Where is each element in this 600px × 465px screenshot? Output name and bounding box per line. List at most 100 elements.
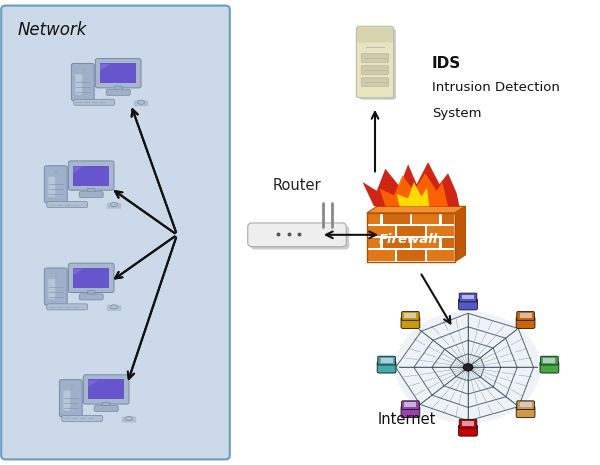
FancyBboxPatch shape <box>73 268 109 288</box>
FancyBboxPatch shape <box>361 78 389 86</box>
FancyBboxPatch shape <box>401 317 420 328</box>
FancyBboxPatch shape <box>520 313 532 318</box>
FancyBboxPatch shape <box>462 295 474 299</box>
FancyBboxPatch shape <box>517 312 535 320</box>
FancyBboxPatch shape <box>47 201 88 207</box>
Polygon shape <box>73 269 83 275</box>
FancyBboxPatch shape <box>88 379 124 399</box>
FancyBboxPatch shape <box>107 305 121 311</box>
Polygon shape <box>73 166 83 173</box>
Polygon shape <box>367 206 466 213</box>
FancyBboxPatch shape <box>517 401 535 410</box>
FancyBboxPatch shape <box>134 100 148 106</box>
Ellipse shape <box>125 416 133 420</box>
Text: Firewall: Firewall <box>379 233 439 246</box>
FancyBboxPatch shape <box>516 406 535 418</box>
FancyBboxPatch shape <box>377 362 396 373</box>
FancyBboxPatch shape <box>68 161 114 190</box>
FancyBboxPatch shape <box>357 27 393 42</box>
Ellipse shape <box>137 100 145 104</box>
FancyBboxPatch shape <box>361 66 389 74</box>
FancyBboxPatch shape <box>544 358 556 363</box>
FancyBboxPatch shape <box>83 375 129 404</box>
FancyBboxPatch shape <box>1 6 230 459</box>
FancyBboxPatch shape <box>251 226 349 250</box>
FancyBboxPatch shape <box>44 166 67 203</box>
FancyBboxPatch shape <box>73 166 109 186</box>
FancyBboxPatch shape <box>49 279 55 299</box>
FancyBboxPatch shape <box>401 312 419 320</box>
FancyBboxPatch shape <box>368 250 395 260</box>
Text: IDS: IDS <box>432 56 461 71</box>
Polygon shape <box>397 182 429 206</box>
FancyBboxPatch shape <box>368 238 380 248</box>
FancyBboxPatch shape <box>378 356 395 365</box>
FancyBboxPatch shape <box>442 238 454 248</box>
FancyBboxPatch shape <box>383 214 410 224</box>
FancyBboxPatch shape <box>106 89 130 95</box>
FancyBboxPatch shape <box>540 362 559 373</box>
Ellipse shape <box>110 202 118 206</box>
Circle shape <box>395 311 541 424</box>
FancyBboxPatch shape <box>79 294 103 300</box>
FancyBboxPatch shape <box>75 74 82 95</box>
FancyBboxPatch shape <box>520 402 532 407</box>
FancyBboxPatch shape <box>64 391 70 411</box>
Text: System: System <box>432 107 482 120</box>
FancyBboxPatch shape <box>79 192 103 198</box>
FancyBboxPatch shape <box>380 358 392 363</box>
FancyBboxPatch shape <box>62 415 103 421</box>
FancyBboxPatch shape <box>459 419 477 428</box>
FancyBboxPatch shape <box>516 317 535 328</box>
FancyBboxPatch shape <box>412 214 439 224</box>
FancyBboxPatch shape <box>541 356 558 365</box>
FancyBboxPatch shape <box>71 63 94 100</box>
FancyBboxPatch shape <box>462 421 474 425</box>
FancyBboxPatch shape <box>368 214 380 224</box>
FancyBboxPatch shape <box>49 177 55 197</box>
FancyBboxPatch shape <box>68 263 114 292</box>
FancyBboxPatch shape <box>404 313 416 318</box>
FancyBboxPatch shape <box>107 203 121 209</box>
FancyBboxPatch shape <box>397 250 425 260</box>
FancyBboxPatch shape <box>458 425 478 436</box>
Text: Network: Network <box>18 21 88 39</box>
FancyBboxPatch shape <box>442 214 454 224</box>
FancyBboxPatch shape <box>59 379 82 417</box>
Polygon shape <box>101 402 111 407</box>
FancyBboxPatch shape <box>401 406 420 418</box>
Polygon shape <box>362 162 460 206</box>
FancyBboxPatch shape <box>100 63 136 83</box>
FancyBboxPatch shape <box>401 401 419 410</box>
FancyBboxPatch shape <box>368 226 395 236</box>
FancyBboxPatch shape <box>95 59 141 88</box>
FancyBboxPatch shape <box>383 238 410 248</box>
Text: Router: Router <box>272 178 322 193</box>
Polygon shape <box>86 188 96 193</box>
FancyBboxPatch shape <box>427 226 454 236</box>
Ellipse shape <box>110 305 118 309</box>
FancyBboxPatch shape <box>412 238 439 248</box>
FancyBboxPatch shape <box>459 293 477 302</box>
Text: Intrusion Detection: Intrusion Detection <box>432 81 560 94</box>
FancyBboxPatch shape <box>360 29 396 100</box>
FancyBboxPatch shape <box>47 304 88 310</box>
FancyBboxPatch shape <box>458 299 478 310</box>
Polygon shape <box>455 206 466 261</box>
FancyBboxPatch shape <box>427 250 454 260</box>
FancyBboxPatch shape <box>397 226 425 236</box>
FancyBboxPatch shape <box>122 417 136 423</box>
Polygon shape <box>380 173 448 206</box>
Bar <box>367 213 455 261</box>
FancyBboxPatch shape <box>94 405 118 412</box>
FancyBboxPatch shape <box>74 99 115 105</box>
FancyBboxPatch shape <box>248 223 346 247</box>
FancyBboxPatch shape <box>404 402 416 407</box>
FancyBboxPatch shape <box>44 268 67 305</box>
Polygon shape <box>88 380 98 387</box>
FancyBboxPatch shape <box>356 26 394 98</box>
Text: Internet: Internet <box>378 412 436 426</box>
Circle shape <box>463 364 473 371</box>
Polygon shape <box>100 64 110 71</box>
Polygon shape <box>113 86 123 91</box>
